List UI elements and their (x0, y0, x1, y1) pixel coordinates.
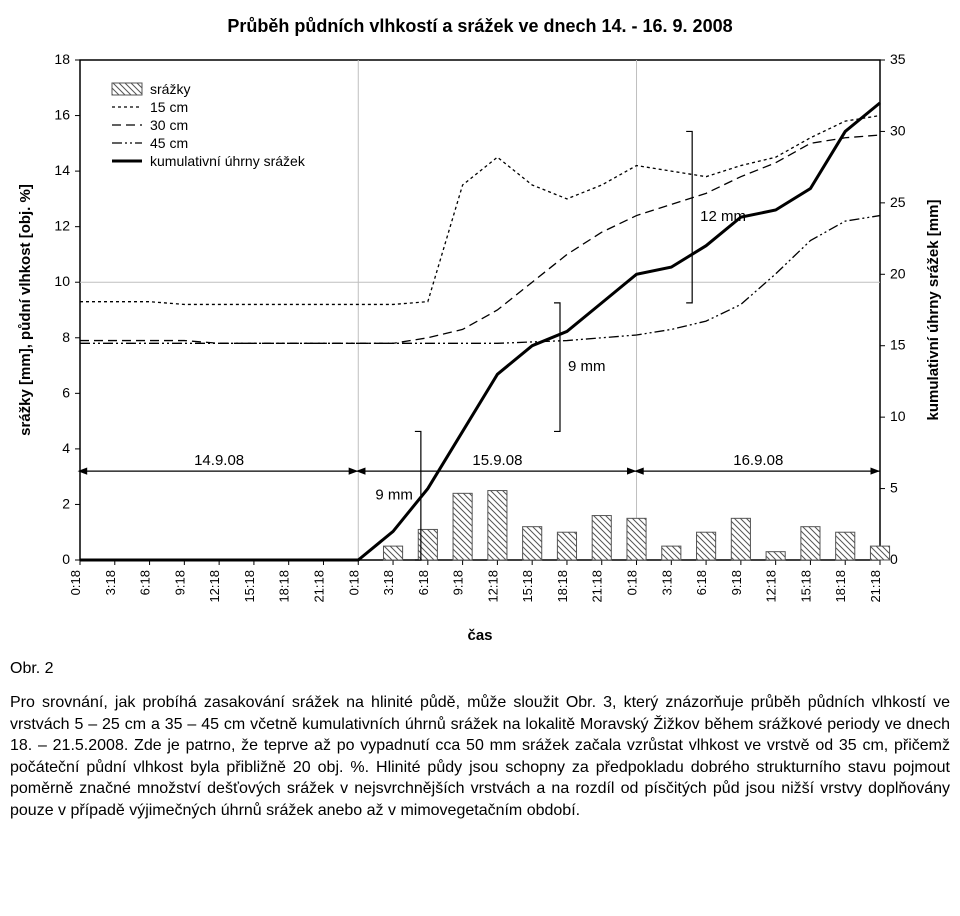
svg-text:16: 16 (54, 107, 70, 123)
svg-text:0:18: 0:18 (346, 570, 361, 595)
svg-text:6:18: 6:18 (416, 570, 431, 595)
svg-text:15 cm: 15 cm (150, 99, 188, 115)
svg-text:30 cm: 30 cm (150, 117, 188, 133)
svg-text:15:18: 15:18 (520, 570, 535, 603)
svg-text:12 mm: 12 mm (700, 208, 746, 225)
svg-text:12:18: 12:18 (764, 570, 779, 603)
svg-text:10: 10 (890, 408, 906, 424)
svg-text:8: 8 (62, 329, 70, 345)
svg-text:18: 18 (54, 51, 70, 67)
svg-text:9 mm: 9 mm (568, 358, 606, 375)
figure-label: Obr. 2 (10, 660, 950, 678)
svg-text:srážky: srážky (150, 81, 190, 97)
svg-text:6:18: 6:18 (138, 570, 153, 595)
svg-text:6:18: 6:18 (694, 570, 709, 595)
body-paragraph: Pro srovnání, jak probíhá zasakování srá… (10, 692, 950, 822)
svg-text:0: 0 (890, 551, 898, 567)
svg-text:4: 4 (62, 440, 70, 456)
svg-text:9:18: 9:18 (729, 570, 744, 595)
svg-text:2: 2 (62, 495, 70, 511)
svg-text:30: 30 (890, 122, 906, 138)
svg-text:21:18: 21:18 (311, 570, 326, 603)
svg-text:15: 15 (890, 337, 906, 353)
chart-svg: Průběh půdních vlhkostí a srážek ve dnec… (10, 10, 950, 650)
svg-text:15:18: 15:18 (798, 570, 813, 603)
y-left-label: srážky [mm], půdní vlhkost [obj. %] (17, 184, 34, 436)
svg-text:20: 20 (890, 265, 906, 281)
svg-text:12: 12 (54, 218, 70, 234)
svg-text:16.9.08: 16.9.08 (733, 452, 783, 469)
svg-text:kumulativní úhrny srážek: kumulativní úhrny srážek (150, 153, 306, 169)
svg-text:45 cm: 45 cm (150, 135, 188, 151)
svg-text:15.9.08: 15.9.08 (472, 452, 522, 469)
svg-text:18:18: 18:18 (555, 570, 570, 603)
svg-text:35: 35 (890, 51, 906, 67)
svg-text:3:18: 3:18 (381, 570, 396, 595)
svg-text:14.9.08: 14.9.08 (194, 452, 244, 469)
svg-text:15:18: 15:18 (242, 570, 257, 603)
svg-text:14: 14 (54, 162, 70, 178)
svg-text:0:18: 0:18 (625, 570, 640, 595)
svg-text:0: 0 (62, 551, 70, 567)
x-axis-label: čas (467, 627, 492, 644)
svg-text:9:18: 9:18 (451, 570, 466, 595)
svg-text:21:18: 21:18 (590, 570, 605, 603)
y-right-label: kumulativní úhrny srážek [mm] (925, 200, 942, 421)
svg-text:5: 5 (890, 480, 898, 496)
svg-text:0:18: 0:18 (68, 570, 83, 595)
svg-text:12:18: 12:18 (207, 570, 222, 603)
chart-container: Průběh půdních vlhkostí a srážek ve dnec… (10, 10, 950, 650)
svg-text:18:18: 18:18 (277, 570, 292, 603)
svg-text:3:18: 3:18 (103, 570, 118, 595)
svg-text:9 mm: 9 mm (375, 487, 413, 504)
svg-text:21:18: 21:18 (868, 570, 883, 603)
svg-text:10: 10 (54, 273, 70, 289)
svg-text:3:18: 3:18 (659, 570, 674, 595)
svg-text:25: 25 (890, 194, 906, 210)
svg-text:6: 6 (62, 384, 70, 400)
svg-text:18:18: 18:18 (833, 570, 848, 603)
svg-text:12:18: 12:18 (485, 570, 500, 603)
svg-text:9:18: 9:18 (172, 570, 187, 595)
chart-title: Průběh půdních vlhkostí a srážek ve dnec… (227, 16, 732, 36)
